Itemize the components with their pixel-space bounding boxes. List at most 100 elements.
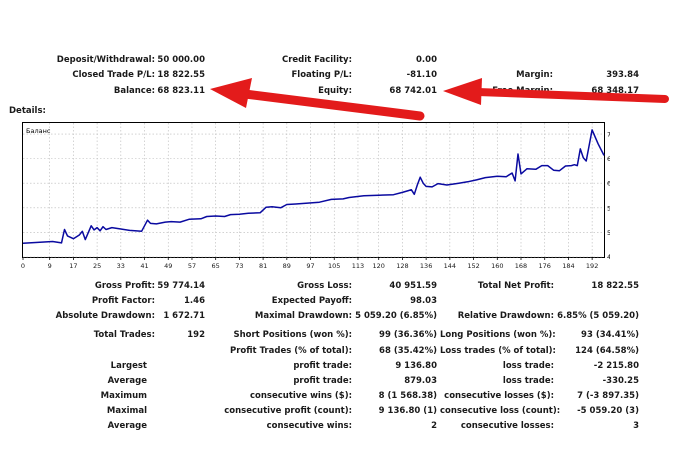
credit-facility-value: 0.00 [416,55,437,65]
deposit-withdrawal-label: Deposit/Withdrawal: [56,55,155,65]
loss-trades-label: Loss trades (% of total): [440,346,556,356]
x-tick-label: 184 [562,262,575,270]
y-tick-label: 73615 [607,131,610,139]
x-tick-label: 57 [187,262,197,270]
balance-value: 68 823.11 [157,86,205,96]
total-net-profit-value: 18 822.55 [591,281,639,291]
x-tick-label: 0 [20,262,26,270]
maximum-wins-value: 8 (1 568.38) [378,391,437,401]
maximal-profit-label: consecutive profit (count): [224,406,352,416]
total-trades-value: 192 [187,330,205,340]
average-loss-label: loss trade: [502,376,554,386]
maximum-losses-value: 7 (-3 897.35) [577,391,639,401]
maximal-loss-label: consecutive loss (count): [440,406,561,416]
profit-factor-label: Profit Factor: [91,296,155,306]
relative-drawdown-label: Relative Drawdown: [457,311,554,321]
gross-loss-value: 40 951.59 [389,281,437,291]
profit-factor-value: 1.46 [184,296,205,306]
long-positions-label: Long Positions (won %): [440,330,556,340]
x-tick-label: 89 [282,262,291,270]
largest-profit-label: profit trade: [293,361,352,371]
floating-pl-label: Floating P/L: [291,70,352,80]
y-tick-label: 52363 [607,229,610,237]
maximum-wins-label: consecutive wins ($): [249,391,352,401]
floating-pl-value: -81.10 [406,70,437,80]
y-tick-label: 68302 [607,155,610,163]
margin-label: Margin: [516,70,553,80]
average-profit-label: profit trade: [293,376,352,386]
maximal-loss-value: -5 059.20 (3) [577,406,639,416]
x-tick-label: 25 [92,262,102,270]
plot-frame [22,122,605,258]
x-tick-label: 73 [235,262,244,270]
y-tick-label: 62989 [607,180,610,188]
x-tick-label: 120 [372,262,385,270]
relative-drawdown-value: 6.85% (5 059.20) [557,311,639,321]
maximal-drawdown-label: Maximal Drawdown: [254,311,352,321]
chart-title: Баланс [26,127,51,135]
gross-profit-value: 59 774.14 [157,281,205,291]
x-tick-label: 81 [258,262,268,270]
average-label: Average [107,376,147,386]
equity-label: Equity: [318,86,352,96]
x-tick-label: 41 [140,262,149,270]
expected-payoff-value: 98.03 [410,296,437,306]
profit-trades-value: 68 (35.42%) [379,346,437,356]
gross-loss-label: Gross Loss: [297,281,352,291]
gross-profit-label: Gross Profit: [94,281,155,291]
x-tick-label: 33 [116,262,125,270]
x-tick-label: 152 [467,262,480,270]
equity-arrow [443,78,669,105]
largest-label: Largest [110,361,147,371]
largest-profit-value: 9 136.80 [395,361,437,371]
expected-payoff-label: Expected Payoff: [271,296,352,306]
short-positions-label: Short Positions (won %): [233,330,352,340]
largest-loss-value: -2 215.80 [593,361,639,371]
x-tick-label: 97 [306,262,315,270]
x-tick-label: 160 [491,262,504,270]
total-net-profit-label: Total Net Profit: [477,281,554,291]
x-tick-label: 192 [585,262,599,270]
absolute-drawdown-label: Absolute Drawdown: [55,311,155,321]
x-tick-label: 113 [351,262,365,270]
average-profit-value: 879.03 [404,376,437,386]
x-tick-label: 144 [443,262,457,270]
balance-chart: Баланс 73615 68302 62989 57676 52363 47050 0 9… [21,122,610,270]
x-tick-label: 105 [328,262,341,270]
equity-value: 68 742.01 [389,86,437,96]
loss-trades-value: 124 (64.58%) [575,346,639,356]
x-tick-label: 9 [47,262,52,270]
x-tick-label: 128 [396,262,409,270]
total-trades-label: Total Trades: [93,330,155,340]
closed-trade-pl-value: 18 822.55 [157,70,205,80]
balance-chart-svg: Баланс 73615 68302 62989 57676 52363 47050 [22,122,610,260]
average-losses-value: 3 [633,421,639,431]
balance-label: Balance: [113,86,155,96]
x-tick-label: 65 [211,262,220,270]
x-tick-label: 49 [164,262,173,270]
average2-label: Average [107,421,147,431]
average-wins-value: 2 [431,421,437,431]
maximal-label: Maximal [106,406,147,416]
x-tick-label: 17 [69,262,78,270]
x-tick-label: 168 [514,262,528,270]
absolute-drawdown-value: 1 672.71 [163,311,205,321]
average-losses-label: consecutive losses: [460,421,554,431]
margin-value: 393.84 [606,70,639,80]
maximum-label: Maximum [100,391,147,401]
maximal-profit-value: 9 136.80 (1) [378,406,437,416]
maximal-drawdown-value: 5 059.20 (6.85%) [355,311,437,321]
balance-arrow [210,78,425,121]
details-label: Details: [9,106,46,116]
x-tick-label: 176 [538,262,551,270]
closed-trade-pl-label: Closed Trade P/L: [72,70,155,80]
deposit-withdrawal-value: 50 000.00 [157,55,205,65]
average-loss-value: -330.25 [602,376,639,386]
free-margin-value: 68 348.17 [591,86,639,96]
x-tick-label: 136 [419,262,433,270]
profit-trades-label: Profit Trades (% of total): [229,346,352,356]
credit-facility-label: Credit Facility: [281,55,352,65]
short-positions-value: 99 (36.36%) [379,330,437,340]
y-tick-label: 47050 [607,253,610,260]
annotation-arrows [210,78,669,121]
